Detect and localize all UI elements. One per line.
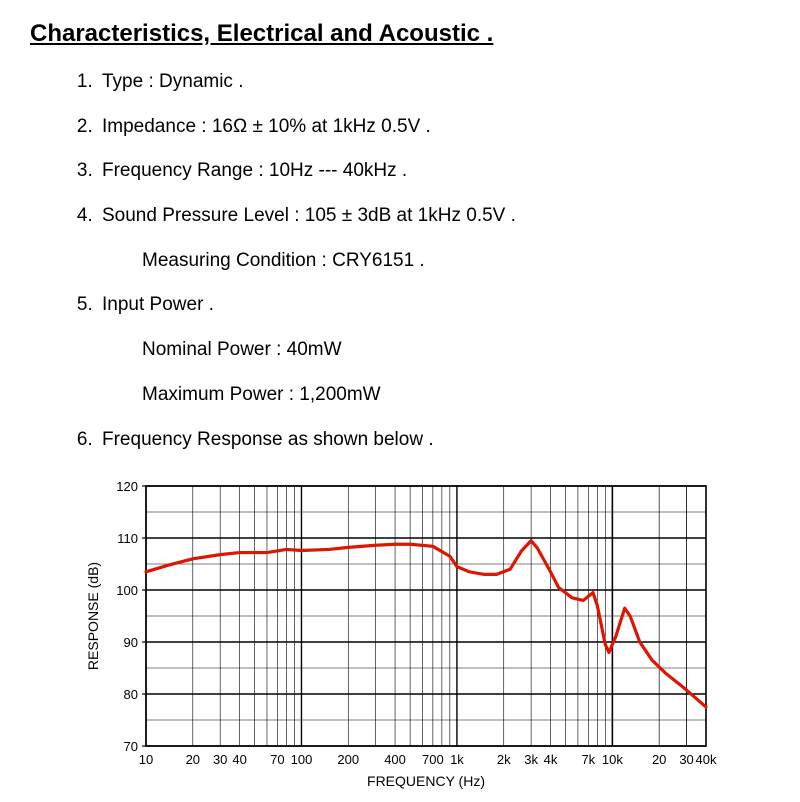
page-title: Characteristics, Electrical and Acoustic… bbox=[30, 20, 770, 48]
spec-item-spl-text: Sound Pressure Level : 105 ± 3dB at 1kHz… bbox=[102, 205, 516, 226]
spec-item-input-power: Input Power . Nominal Power : 40mW Maxim… bbox=[98, 293, 770, 407]
svg-text:RESPONSE (dB): RESPONSE (dB) bbox=[85, 562, 101, 670]
svg-text:90: 90 bbox=[124, 635, 138, 650]
svg-text:20: 20 bbox=[186, 752, 200, 767]
svg-text:7k: 7k bbox=[581, 752, 595, 767]
spec-item-type: Type : Dynamic . bbox=[98, 70, 770, 95]
svg-text:120: 120 bbox=[116, 479, 138, 494]
spec-item-measuring-condition: Measuring Condition : CRY6151 . bbox=[142, 249, 770, 274]
svg-text:70: 70 bbox=[124, 739, 138, 754]
svg-text:40: 40 bbox=[232, 752, 246, 767]
svg-text:700: 700 bbox=[422, 752, 444, 767]
frequency-response-chart: 70 80 90 100 110 120 10 20 30 40 70 100 200 400 700 1k 2… bbox=[74, 472, 744, 802]
svg-text:FREQUENCY (Hz): FREQUENCY (Hz) bbox=[367, 773, 485, 789]
spec-item-nominal-power: Nominal Power : 40mW bbox=[142, 338, 770, 363]
spec-item-frequency-range: Frequency Range : 10Hz --- 40kHz . bbox=[98, 159, 770, 184]
svg-text:400: 400 bbox=[384, 752, 406, 767]
svg-text:70: 70 bbox=[270, 752, 284, 767]
svg-text:100: 100 bbox=[291, 752, 313, 767]
svg-text:40k: 40k bbox=[696, 752, 717, 767]
spec-item-input-power-text: Input Power . bbox=[102, 294, 214, 315]
svg-text:110: 110 bbox=[117, 531, 138, 546]
svg-text:3k: 3k bbox=[524, 752, 538, 767]
svg-text:2k: 2k bbox=[497, 752, 511, 767]
spec-list: Type : Dynamic . Impedance : 16Ω ± 10% a… bbox=[30, 70, 770, 452]
spec-item-spl: Sound Pressure Level : 105 ± 3dB at 1kHz… bbox=[98, 204, 770, 273]
svg-text:30: 30 bbox=[213, 752, 227, 767]
svg-text:4k: 4k bbox=[544, 752, 558, 767]
spec-item-frequency-response: Frequency Response as shown below . bbox=[98, 428, 770, 453]
svg-text:80: 80 bbox=[124, 687, 138, 702]
svg-text:200: 200 bbox=[337, 752, 359, 767]
svg-text:10: 10 bbox=[139, 752, 153, 767]
svg-text:30: 30 bbox=[679, 752, 693, 767]
svg-text:20: 20 bbox=[652, 752, 666, 767]
svg-text:1k: 1k bbox=[450, 752, 464, 767]
svg-text:10k: 10k bbox=[602, 752, 623, 767]
spec-item-maximum-power: Maximum Power : 1,200mW bbox=[142, 383, 770, 408]
spec-item-impedance: Impedance : 16Ω ± 10% at 1kHz 0.5V . bbox=[98, 115, 770, 140]
svg-text:100: 100 bbox=[116, 583, 138, 598]
